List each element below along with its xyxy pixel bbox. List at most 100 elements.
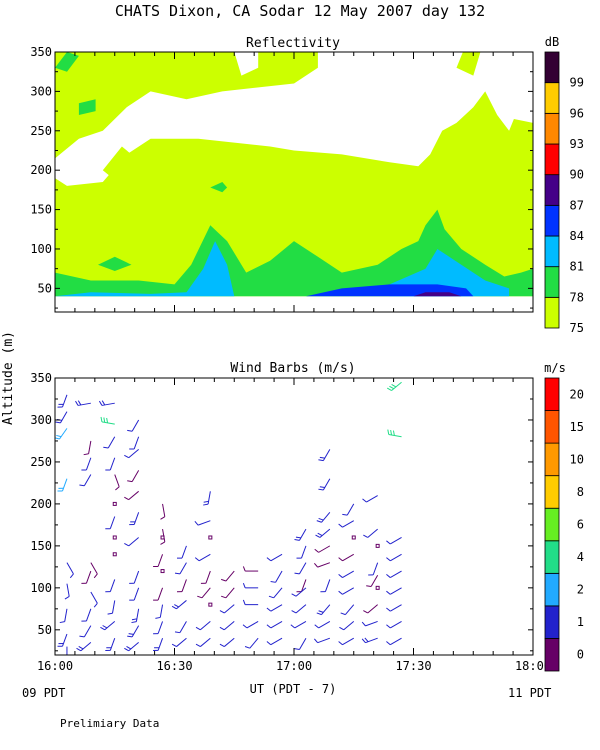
wind-barb-75 — [242, 599, 259, 606]
wind-barb-52 — [153, 638, 164, 651]
reflectivity-plot-area — [54, 51, 534, 313]
wind-barb-90 — [290, 620, 307, 629]
wind-y-axis: 50 100 150 200 250 300 350 — [30, 371, 533, 652]
wind-barb-96 — [314, 545, 331, 553]
wind-barb-30 — [100, 621, 116, 631]
wind-barb-110 — [338, 637, 354, 646]
wind-barb-54 — [174, 562, 187, 575]
colorbar-tick-label: 0 — [577, 648, 584, 662]
wind-barb-49 — [153, 587, 164, 601]
wind-barb-67 — [195, 637, 211, 648]
colorbar-swatch — [544, 266, 560, 298]
colorbar-tick-label: 81 — [570, 260, 584, 274]
y-tick-label: 50 — [38, 623, 52, 637]
wind-barb-14 — [81, 570, 92, 584]
wind-barb-128 — [386, 637, 402, 646]
x-tick-label: 17:30 — [395, 659, 431, 673]
wind-barb-53 — [176, 545, 187, 559]
y-tick-label: 350 — [30, 45, 52, 59]
wind-barb-7 — [57, 633, 68, 647]
wind-barb-68 — [221, 570, 235, 582]
colorbar-swatch — [544, 442, 560, 477]
reflectivity-region-12 — [55, 241, 235, 297]
colorbar-tick-label: 10 — [570, 452, 584, 466]
colorbar-tick-label: 84 — [570, 229, 584, 243]
colorbar-swatch — [544, 143, 560, 176]
wind-barb-39 — [129, 570, 140, 584]
wind-barb-40 — [129, 587, 140, 601]
x-tick-label: 17:00 — [276, 659, 312, 673]
colorbar-tick-label: 2 — [577, 583, 584, 597]
wind-barb-calm-27 — [112, 552, 117, 557]
wind-barbs-title: Wind Barbs (m/s) — [230, 361, 355, 376]
wind-barb-calm-113 — [375, 543, 380, 548]
colorbar-tick-label: 93 — [570, 137, 584, 151]
wind-barb-81 — [266, 604, 283, 612]
wind-barb-97 — [313, 562, 331, 568]
wind-barb-3 — [57, 478, 68, 492]
colorbar-swatch — [544, 605, 560, 639]
wind-barb-73 — [242, 566, 259, 572]
wind-barb-calm-24 — [112, 501, 117, 506]
reflectivity-region-0 — [55, 52, 533, 297]
wind-barb-91 — [294, 637, 307, 650]
colorbar-swatch — [544, 475, 560, 509]
wind-barb-59 — [203, 491, 211, 506]
wind-barb-36 — [124, 490, 139, 501]
wind-barb-calm-104 — [351, 535, 356, 540]
wind-barb-28 — [105, 579, 116, 593]
wind-barb-50 — [155, 604, 164, 619]
wind-barb-58 — [171, 637, 187, 648]
wind-barb-100 — [314, 620, 331, 629]
wind-barb-21 — [103, 436, 116, 449]
wind-barb-86 — [294, 562, 307, 575]
colorbar-swatch — [544, 377, 560, 411]
colorbar-tick-label: 1 — [577, 615, 584, 629]
wind-barb-57 — [174, 621, 187, 634]
x-tick-label: 16:30 — [156, 659, 192, 673]
y-tick-label: 300 — [30, 84, 52, 98]
wind-barb-106 — [338, 570, 354, 578]
colorbar-swatch — [544, 51, 560, 84]
wind-colorbar-unit: m/s — [544, 361, 566, 375]
colorbar-swatch — [544, 112, 560, 145]
colorbar-swatch — [544, 507, 560, 542]
plot-frame — [54, 377, 534, 656]
wind-barb-105 — [338, 553, 354, 562]
wind-barb-79 — [270, 570, 283, 583]
wind-barb-125 — [386, 587, 402, 595]
reflectivity-region-2 — [102, 146, 151, 186]
colorbar-swatch — [544, 204, 560, 237]
wind-barb-72 — [219, 637, 235, 648]
y-tick-label: 200 — [30, 163, 52, 177]
wind-barb-112 — [363, 528, 378, 538]
wind-barb-77 — [244, 637, 259, 649]
wind-barb-94 — [316, 511, 331, 523]
reflectivity-colorbar: 75 78 81 84 87 90 93 96 99 — [544, 51, 584, 335]
wind-barb-43 — [124, 642, 139, 652]
wind-barb-64 — [197, 587, 211, 599]
reflectivity-region-8 — [98, 256, 132, 271]
reflectivity-region-15 — [413, 292, 462, 297]
reflectivity-region-10 — [55, 52, 79, 72]
colorbar-tick-label: 4 — [577, 550, 584, 564]
wind-barb-83 — [266, 637, 283, 646]
wind-barb-126 — [386, 604, 402, 612]
wind-barb-38 — [124, 537, 139, 547]
wind-barb-0 — [57, 394, 68, 408]
wind-barb-115 — [366, 575, 379, 588]
wind-barb-114 — [368, 562, 379, 576]
wind-barb-69 — [221, 587, 235, 599]
wind-x-axis: 16:00 16:30 17:00 17:30 18:00 — [37, 378, 551, 673]
wind-barb-calm-26 — [112, 535, 117, 540]
colorbar-tick-label: 87 — [570, 198, 584, 212]
wind-barb-32 — [127, 419, 140, 432]
wind-barb-calm-46 — [160, 535, 165, 540]
reflectivity-region-3 — [126, 193, 144, 234]
wind-barb-1 — [55, 411, 68, 424]
wind-barb-118 — [361, 620, 378, 627]
colorbar-swatch — [544, 572, 560, 607]
wind-barb-55 — [176, 579, 187, 593]
wind-barb-33 — [129, 436, 140, 450]
